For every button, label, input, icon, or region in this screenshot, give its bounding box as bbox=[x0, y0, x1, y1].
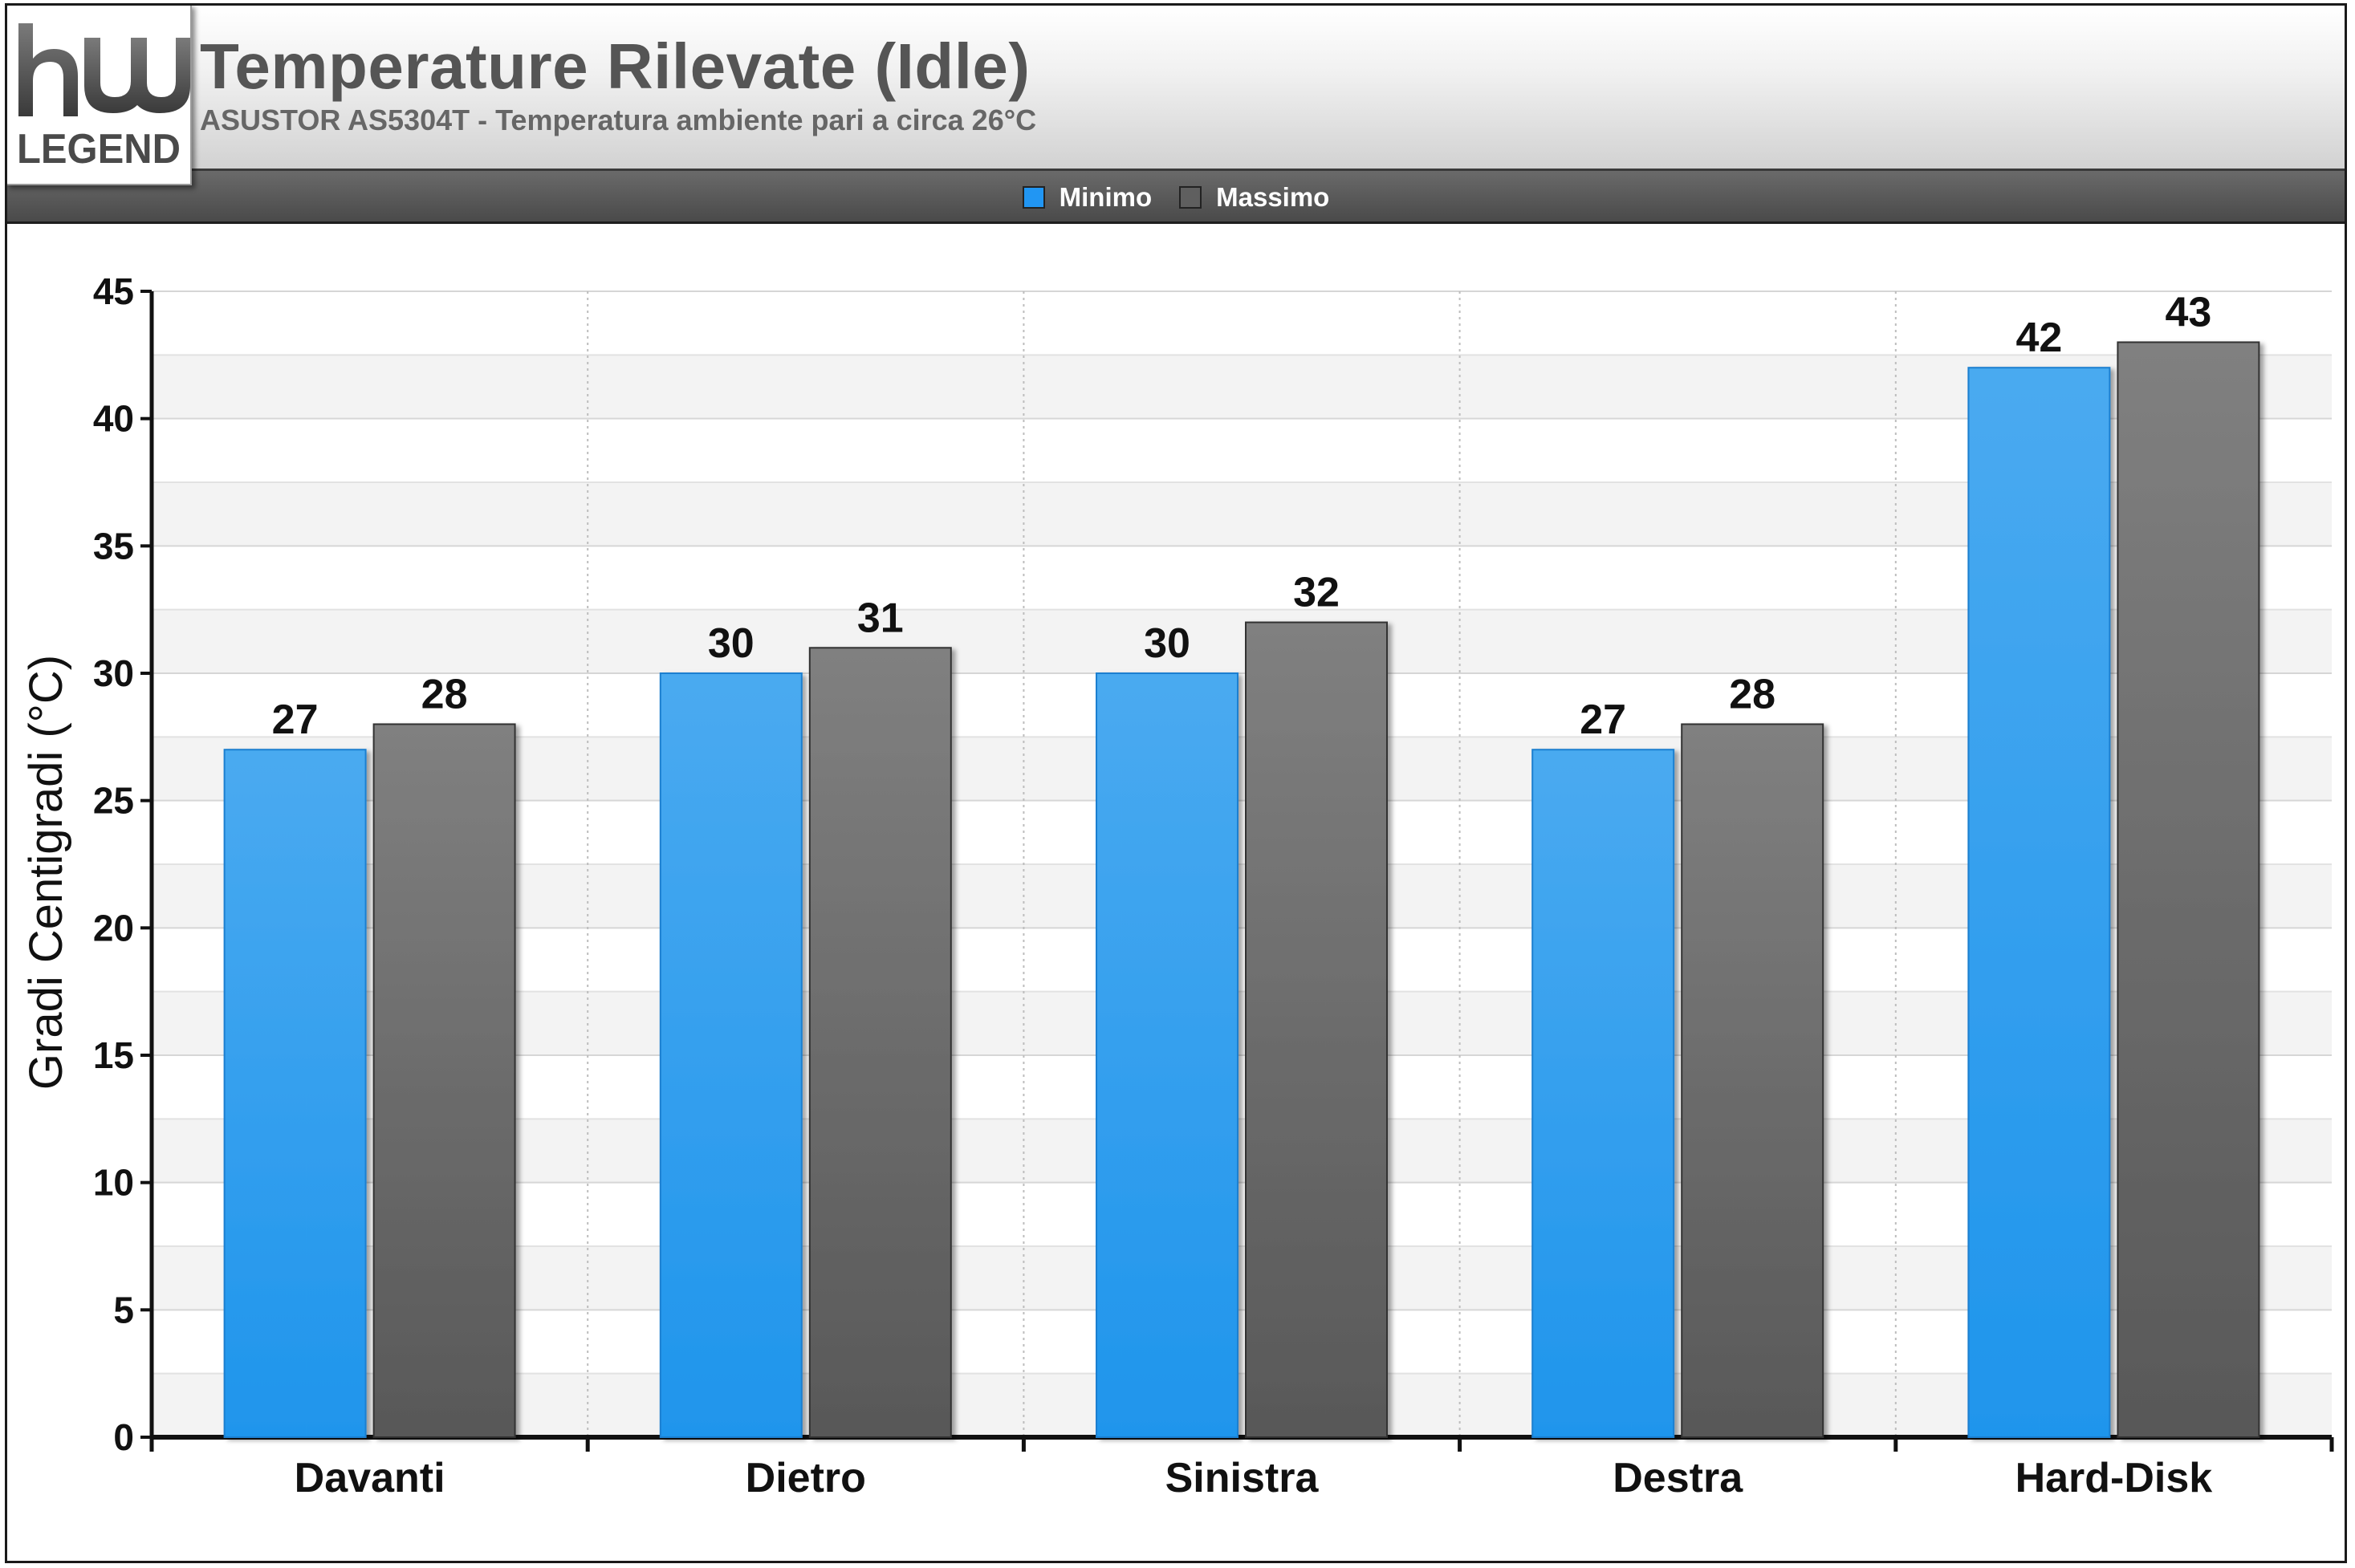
y-tick-label: 20 bbox=[93, 907, 134, 949]
x-tick-label: Hard-Disk bbox=[2015, 1455, 2213, 1501]
y-tick-label: 10 bbox=[93, 1162, 134, 1204]
svg-text:LEGEND: LEGEND bbox=[17, 126, 181, 173]
y-tick-label: 45 bbox=[93, 270, 134, 312]
chart-frame: Temperature Rilevate (Idle) ASUSTOR AS53… bbox=[5, 3, 2347, 1563]
data-label: 28 bbox=[1729, 671, 1775, 717]
bar-massimo-sinistra bbox=[1245, 621, 1388, 1438]
chart-header: Temperature Rilevate (Idle) ASUSTOR AS53… bbox=[7, 6, 2345, 171]
chart-subtitle: ASUSTOR AS5304T - Temperatura ambiente p… bbox=[200, 104, 1037, 136]
bar-chart: 0 5 10 15 20 25 30 35 40 45 Gradi Centigradi (°C) 2… bbox=[20, 270, 2334, 1501]
y-tick-label: 35 bbox=[93, 525, 134, 567]
bar-massimo-destra bbox=[1681, 723, 1824, 1438]
data-label: 28 bbox=[421, 671, 468, 717]
bar-minimo-davanti bbox=[223, 749, 367, 1438]
data-label: 31 bbox=[857, 595, 904, 641]
x-tick-label: Dietro bbox=[746, 1455, 866, 1501]
legend-item-massimo[interactable]: Massimo bbox=[1179, 182, 1329, 213]
bar-minimo-sinistra bbox=[1096, 672, 1239, 1438]
y-tick-label: 25 bbox=[93, 780, 134, 822]
y-tick-label: 0 bbox=[113, 1416, 134, 1458]
y-axis-title: Gradi Centigradi (°C) bbox=[20, 655, 72, 1090]
y-tick-label: 5 bbox=[113, 1289, 134, 1330]
bar-massimo-davanti bbox=[372, 723, 516, 1438]
legend-item-minimo[interactable]: Minimo bbox=[1022, 182, 1153, 213]
x-tick-label: Davanti bbox=[295, 1455, 445, 1501]
bar-minimo-dietro bbox=[659, 672, 803, 1438]
data-label: 43 bbox=[2165, 289, 2211, 335]
data-label: 32 bbox=[1293, 570, 1340, 616]
bar-minimo-destra bbox=[1531, 749, 1675, 1438]
legend-label: Minimo bbox=[1059, 182, 1153, 212]
data-label: 30 bbox=[708, 620, 754, 667]
y-tick-label: 30 bbox=[93, 652, 134, 694]
chart-title: Temperature Rilevate (Idle) bbox=[200, 30, 1031, 102]
x-tick-label: Sinistra bbox=[1165, 1455, 1320, 1501]
bar-massimo-hard-disk bbox=[2117, 341, 2260, 1438]
legend-label: Massimo bbox=[1216, 182, 1330, 212]
hwlegend-logo: LEGEND bbox=[7, 6, 192, 185]
legend-swatch bbox=[1022, 186, 1045, 209]
data-label: 42 bbox=[2015, 315, 2062, 361]
x-tick-label: Destra bbox=[1613, 1455, 1743, 1501]
data-label: 30 bbox=[1144, 620, 1190, 667]
y-tick-label: 15 bbox=[93, 1034, 134, 1076]
bar-minimo-hard-disk bbox=[1967, 367, 2111, 1439]
data-label: 27 bbox=[272, 697, 319, 743]
y-tick-label: 40 bbox=[93, 398, 134, 440]
legend-swatch bbox=[1179, 186, 1202, 209]
legend-bar: Minimo Massimo bbox=[7, 171, 2345, 224]
bar-massimo-dietro bbox=[808, 647, 952, 1438]
legend: Minimo Massimo bbox=[7, 171, 2345, 224]
data-label: 27 bbox=[1580, 697, 1626, 743]
